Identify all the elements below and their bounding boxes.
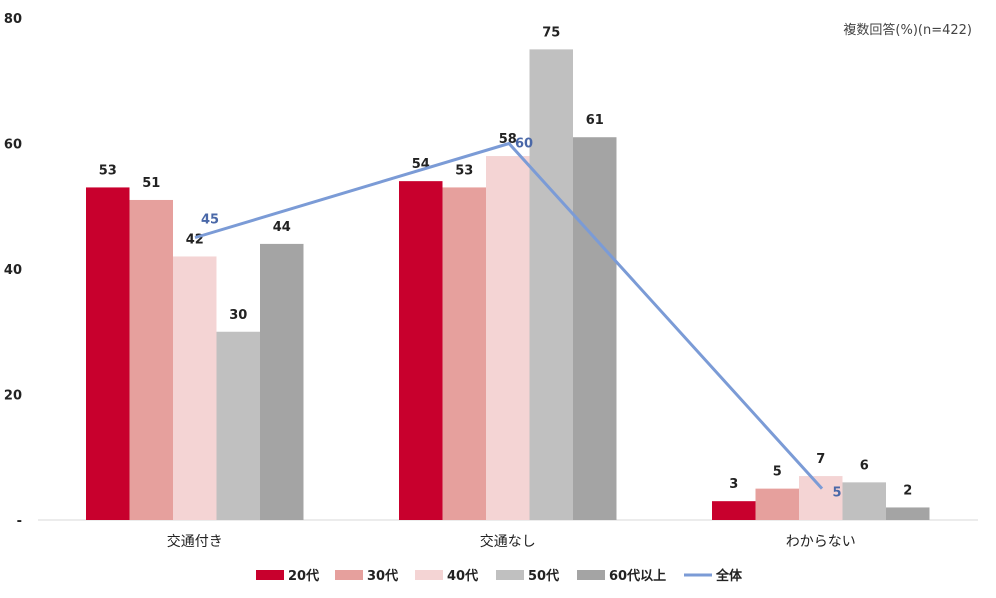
bar-5-1 xyxy=(260,243,304,520)
data-label: 53 xyxy=(455,163,473,178)
legend-swatch xyxy=(256,570,284,580)
data-label: 5 xyxy=(773,465,782,480)
bar-1-1 xyxy=(86,187,130,521)
bar-5-3 xyxy=(886,507,930,520)
line-data-label: 5 xyxy=(832,486,841,501)
line-series-total xyxy=(194,141,824,490)
data-label: 2 xyxy=(903,483,912,498)
x-category-label: 交通なし xyxy=(480,533,536,550)
legend-swatch xyxy=(496,570,524,580)
data-label: 53 xyxy=(99,163,117,178)
bar-3-3 xyxy=(799,476,843,520)
data-label: 3 xyxy=(729,477,738,492)
data-label: 7 xyxy=(816,452,825,467)
bar-5-2 xyxy=(573,137,617,520)
legend-label: 60代以上 xyxy=(609,568,666,584)
legend-label: 50代 xyxy=(528,568,559,584)
legend-swatch xyxy=(577,570,605,580)
chart-note: 複数回答(%)(n=422) xyxy=(843,22,972,38)
bar-4-2 xyxy=(529,49,573,520)
bar-2-2 xyxy=(442,187,486,521)
bar-1-2 xyxy=(399,181,443,520)
legend-swatch xyxy=(415,570,443,580)
bar-1-3 xyxy=(712,501,756,520)
data-label: 58 xyxy=(499,132,517,147)
data-label: 6 xyxy=(860,458,869,473)
legend-swatch xyxy=(335,570,363,580)
legend-label: 40代 xyxy=(447,568,478,584)
bar-2-3 xyxy=(755,488,799,520)
x-category-label: わからない xyxy=(786,534,856,550)
data-label: 30 xyxy=(229,308,247,323)
y-tick-label: 20 xyxy=(4,389,22,404)
data-label: 51 xyxy=(142,176,160,191)
y-tick-label: 80 xyxy=(4,12,22,27)
legend-label: 20代 xyxy=(288,568,319,584)
y-tick-label: - xyxy=(17,514,22,529)
data-label: 75 xyxy=(542,25,560,40)
bar-3-1 xyxy=(173,256,217,520)
data-label: 44 xyxy=(273,220,291,235)
line-data-label: 60 xyxy=(515,137,533,152)
y-tick-label: 60 xyxy=(4,138,22,153)
y-tick-label: 40 xyxy=(4,263,22,278)
x-category-label: 交通付き xyxy=(167,533,223,550)
bar-2-1 xyxy=(129,199,173,520)
bar-3-2 xyxy=(486,156,530,521)
line-data-label: 45 xyxy=(201,213,219,228)
bar-4-3 xyxy=(842,482,886,520)
legend-label: 30代 xyxy=(367,568,398,584)
data-label: 61 xyxy=(586,113,604,128)
legend-label: 全体 xyxy=(715,568,743,584)
bar-4-1 xyxy=(216,331,260,520)
